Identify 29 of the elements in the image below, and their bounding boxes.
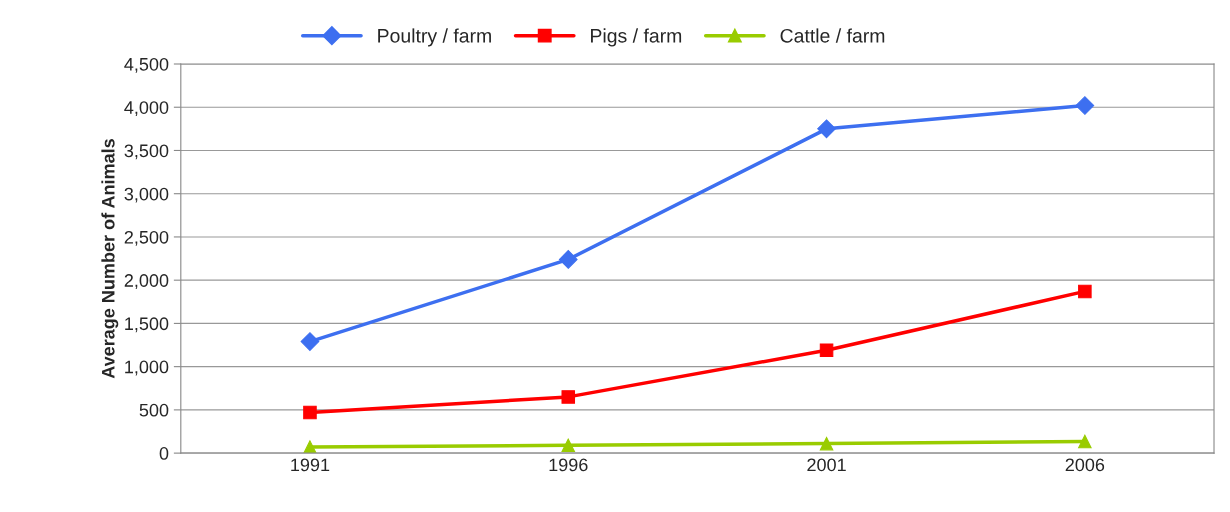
y-tick-label: 2,000	[124, 274, 169, 290]
x-tick-label: 1996	[549, 458, 588, 472]
legend-label: Cattle / farm	[780, 28, 885, 43]
x-tick-label: 2006	[1065, 458, 1105, 472]
x-tick-label: 2001	[807, 458, 846, 472]
y-tick-label: 1,500	[125, 317, 169, 333]
point	[819, 436, 834, 451]
y-tick-label: 3,500	[124, 144, 169, 160]
y-tick-label: 4,500	[124, 57, 169, 73]
y-tick-label: 3,000	[124, 187, 169, 203]
legend-label: Pigs / farm	[591, 28, 682, 47]
y-tick-label: 4,000	[124, 101, 169, 117]
x-tick-label: 1991	[291, 458, 330, 472]
y-axis-title: Average Number of Animals	[101, 139, 119, 379]
point	[561, 438, 576, 453]
y-tick-label: 1,000	[125, 360, 169, 376]
point	[561, 390, 576, 404]
point	[303, 405, 317, 420]
point	[1075, 96, 1095, 115]
point	[1078, 434, 1092, 449]
point	[1078, 284, 1092, 299]
legend-label: Poultry / farm	[378, 28, 491, 47]
point	[558, 250, 578, 269]
y-tick-label: 500	[139, 403, 169, 417]
y-tick-label: 2,500	[124, 230, 169, 246]
y-tick-label: 0	[159, 447, 169, 460]
point	[300, 332, 320, 351]
point	[817, 119, 836, 139]
point	[819, 343, 834, 357]
